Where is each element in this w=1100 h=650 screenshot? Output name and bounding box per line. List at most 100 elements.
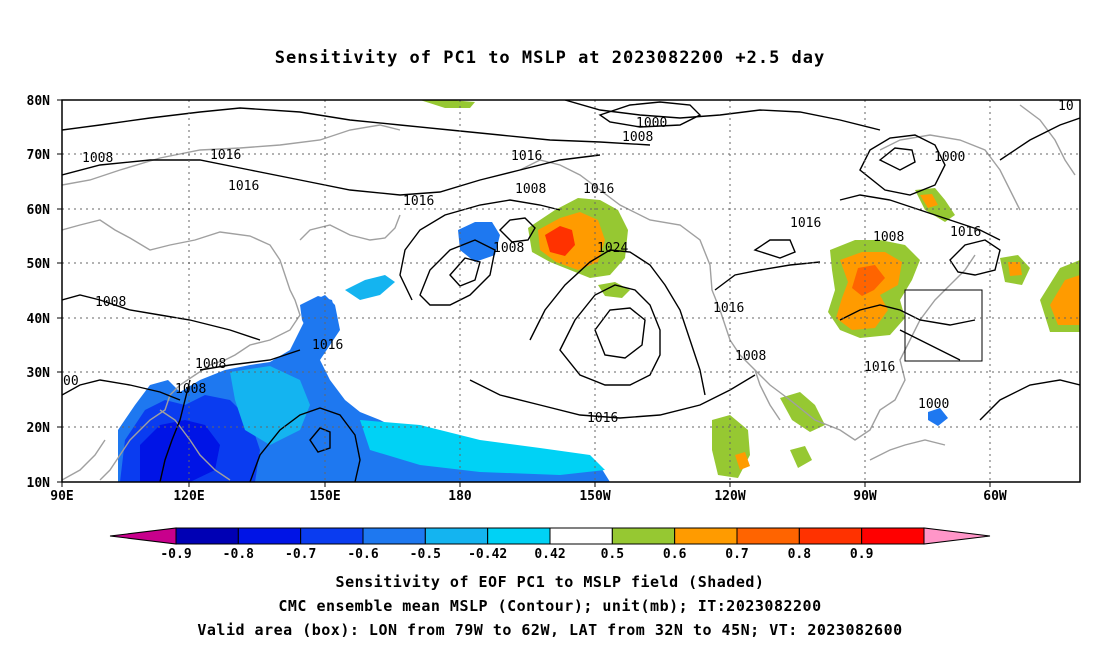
colorbar-segment — [237, 527, 302, 545]
caption-shading: Sensitivity of EOF PC1 to MSLP field (Sh… — [335, 573, 765, 591]
pos-shade-caribbean — [790, 446, 812, 468]
neg-shade-japan — [300, 296, 338, 340]
lon-label: 180 — [448, 489, 472, 504]
neg-shade-core — [140, 420, 220, 482]
lon-label: 90W — [853, 489, 877, 504]
colorbar-segment — [674, 527, 738, 545]
colorbar-tick-label: -0.9 — [160, 547, 191, 562]
contour-label: 1008 — [175, 382, 206, 397]
contour-label: 00 — [63, 374, 79, 389]
plot-frame — [61, 99, 1081, 483]
contour-label: 1008 — [82, 151, 113, 166]
colorbar: -0.9 -0.8 -0.7 -0.6 -0.5 -0.42 0.42 0.5 0.6 0.7 0.… — [109, 527, 991, 562]
contour-label: 1008 — [873, 230, 904, 245]
contour-label: 1016 — [864, 360, 895, 375]
pos-shade-ne-us-dark — [852, 265, 885, 296]
colorbar-segment — [798, 527, 863, 545]
contour-label: 10 — [1058, 99, 1074, 114]
colorbar-tick-label: 0.8 — [788, 547, 812, 562]
contour-label: 1008 — [735, 349, 766, 364]
lat-label: 60N — [27, 203, 51, 218]
neg-shade-kamchatka — [345, 275, 395, 300]
colorbar-tick-label: 0.6 — [663, 547, 687, 562]
colorbar-low-triangle — [109, 527, 177, 545]
lat-label: 30N — [27, 366, 51, 381]
colorbar-tick-label: -0.8 — [223, 547, 254, 562]
pos-shade-greenland-orange — [1008, 262, 1022, 276]
contour-label: 1016 — [511, 149, 542, 164]
contour-label: 1000 — [934, 150, 965, 165]
colorbar-high-triangle — [923, 527, 991, 545]
contour-label: 1016 — [713, 301, 744, 316]
colorbar-tick-label: 0.7 — [725, 547, 748, 562]
colorbar-tick-label: 0.9 — [850, 547, 873, 562]
neg-shade-light — [230, 366, 310, 445]
longitude-labels: 90E 120E 150E 180 150W 120W 90W 60W — [50, 489, 1007, 504]
lon-label: 120W — [714, 489, 745, 504]
contour-label: 1016 — [312, 338, 343, 353]
contour-label: 1016 — [403, 194, 434, 209]
lon-label: 120E — [173, 489, 204, 504]
colorbar-segment — [175, 527, 239, 545]
colorbar-tick-label: -0.5 — [410, 547, 441, 562]
pos-shade-mexico-orange — [735, 452, 750, 470]
coastlines — [62, 104, 1076, 481]
contour-label: 1016 — [790, 216, 821, 231]
lon-label: 150W — [579, 489, 610, 504]
lon-label: 150E — [309, 489, 340, 504]
colorbar-segment — [611, 527, 676, 545]
lon-label: 90E — [50, 489, 73, 504]
contour-label: 1000 — [636, 116, 667, 131]
contour-label: 1024 — [597, 241, 628, 256]
colorbar-tick-label: -0.6 — [347, 547, 378, 562]
lat-label: 80N — [27, 94, 51, 109]
pos-shade-arctic — [420, 100, 475, 108]
contour-label: 1016 — [587, 411, 618, 426]
contour-label: 1008 — [95, 295, 126, 310]
contour-label: 1016 — [950, 225, 981, 240]
contour-label: 1008 — [622, 130, 653, 145]
mslp-contours — [62, 100, 1080, 482]
colorbar-tick-label: 0.42 — [534, 547, 565, 562]
colorbar-segment — [487, 527, 551, 545]
contour-label: 1016 — [210, 148, 241, 163]
lat-label: 50N — [27, 257, 51, 272]
lat-label: 70N — [27, 148, 51, 163]
colorbar-segment — [362, 527, 426, 545]
contour-label: 1008 — [515, 182, 546, 197]
colorbar-tick-label: -0.7 — [285, 547, 316, 562]
gridlines — [62, 100, 1080, 482]
colorbar-segment — [549, 527, 613, 545]
contour-label: 1008 — [493, 241, 524, 256]
contour-label-layer: 1000 1008 1008 1016 1016 1016 1008 1016 … — [63, 99, 1074, 426]
contour-label: 1008 — [195, 357, 226, 372]
pos-shade-mexico — [712, 415, 750, 478]
pos-shade-baja — [780, 392, 825, 432]
lat-label: 40N — [27, 312, 51, 327]
valid-area-box — [904, 289, 983, 362]
neg-shade-atlantic — [928, 408, 948, 426]
colorbar-segment — [424, 527, 489, 545]
caption-valid-area: Valid area (box): LON from 79W to 62W, L… — [197, 621, 903, 639]
axis-ticks — [57, 99, 991, 487]
lat-label: 10N — [27, 476, 51, 491]
caption-contour: CMC ensemble mean MSLP (Contour); unit(m… — [278, 597, 822, 615]
pos-shade-east-atlantic-orange — [1050, 275, 1080, 325]
neg-shade-pacific-light — [360, 420, 605, 475]
contour-label: 1016 — [583, 182, 614, 197]
colorbar-tick-label: -0.42 — [468, 547, 507, 562]
colorbar-segment — [736, 527, 800, 545]
colorbar-tick-label: 0.5 — [601, 547, 624, 562]
map-title: Sensitivity of PC1 to MSLP at 2023082200… — [274, 48, 826, 68]
colorbar-segment — [300, 527, 364, 545]
colorbar-segment — [861, 527, 925, 545]
contour-label: 1000 — [918, 397, 949, 412]
contour-label: 1016 — [228, 179, 259, 194]
pos-shade-labrador-orange — [920, 194, 938, 208]
lon-label: 60W — [983, 489, 1007, 504]
latitude-labels: 80N 70N 60N 50N 40N 30N 20N 10N — [27, 94, 51, 491]
pos-shade-gulf-red — [545, 226, 575, 256]
pos-shade-east-pacific — [598, 282, 630, 298]
lat-label: 20N — [27, 421, 51, 436]
